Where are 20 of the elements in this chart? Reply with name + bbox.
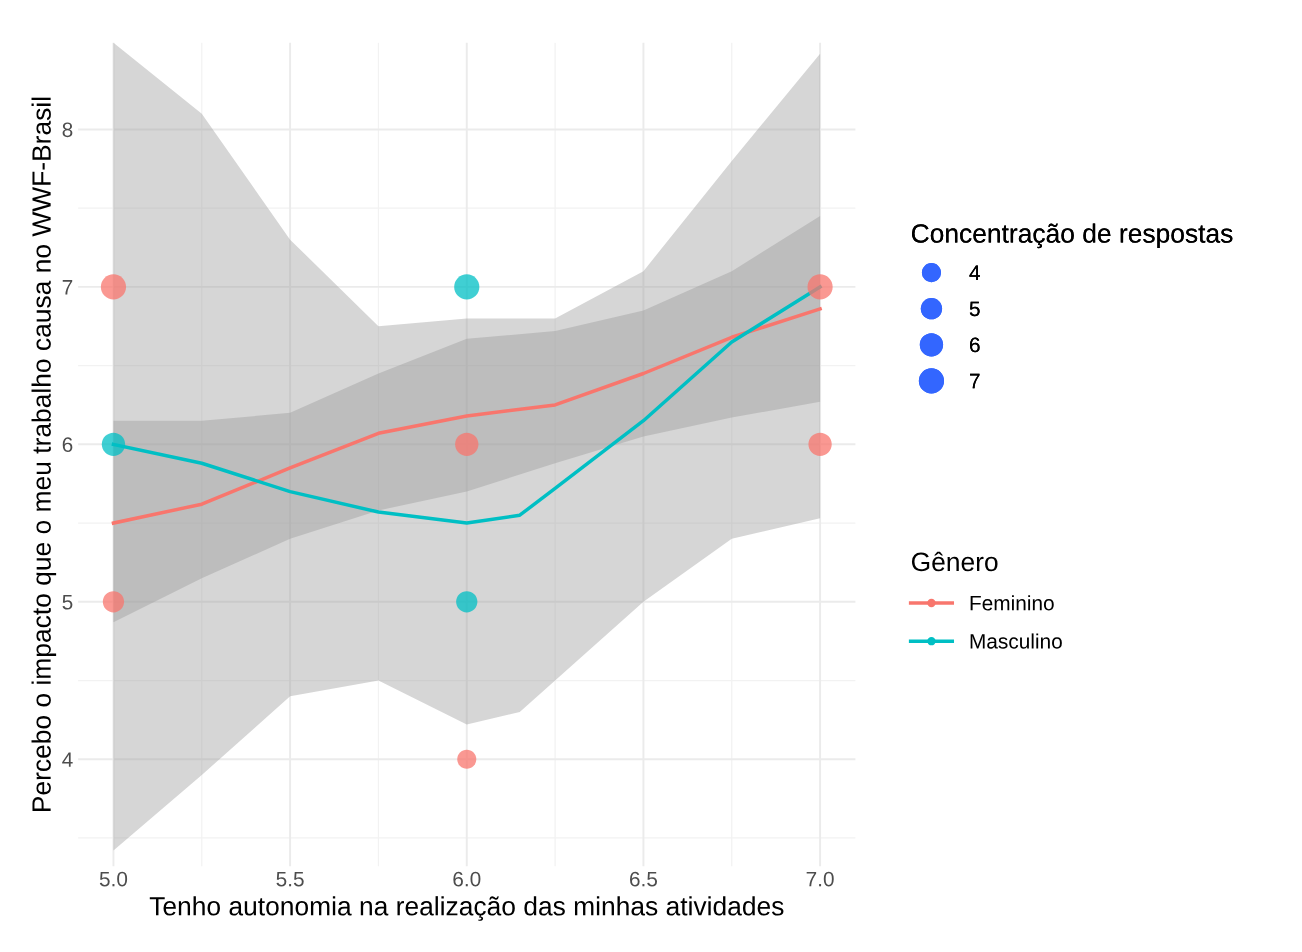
- text: Concentração de respostas: [911, 223, 1233, 249]
- legend-label: 7: [970, 373, 980, 389]
- x-tick-label: 6.0: [453, 871, 481, 887]
- x-tick-label: 6.5: [630, 871, 658, 887]
- y-tick-label: 7: [62, 280, 73, 295]
- x-axis-title: Tenho autonomia na realização das minhas atividades: [149, 896, 784, 921]
- legend-label: 6: [970, 337, 980, 353]
- y-tick-label: 6: [62, 437, 73, 453]
- legend-label: Masculino: [970, 633, 1062, 649]
- legend-label: 5: [969, 301, 980, 317]
- legend-label: Feminino: [970, 595, 1054, 611]
- y-tick-label: 8: [62, 122, 73, 138]
- legend-label: 4: [969, 265, 980, 280]
- y-tick-label: 5: [62, 595, 73, 610]
- x-tick-label: 5.5: [276, 871, 304, 887]
- y-axis-title: Percebo o impacto que o meu trabalho causa no WWF-Brasil: [31, 97, 57, 812]
- legend-title: Gênero: [911, 551, 998, 572]
- x-tick-label: 7.0: [806, 871, 834, 887]
- x-tick-label: 5.0: [99, 871, 128, 887]
- y-tick-label: 4: [62, 752, 73, 767]
